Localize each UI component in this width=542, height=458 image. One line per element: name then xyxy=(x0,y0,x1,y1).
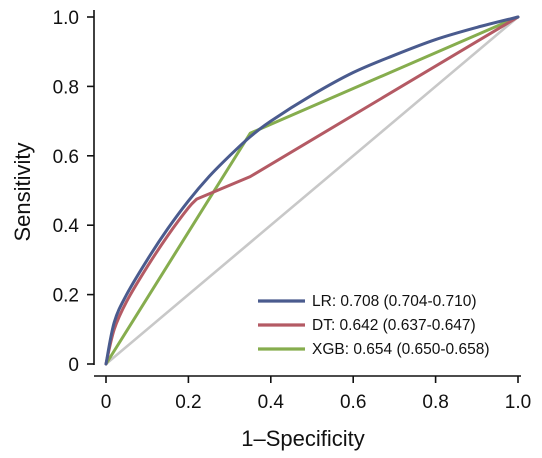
lr-roc-line xyxy=(104,15,520,366)
y-tick-label: 0.2 xyxy=(53,286,79,307)
legend: LR: 0.708 (0.704-0.710) DT: 0.642 (0.637-… xyxy=(258,293,490,358)
x-tick-label: 0.4 xyxy=(258,392,285,413)
x-axis-title: 1–Specificity xyxy=(241,426,365,451)
legend-label-xgb: XGB: 0.654 (0.650-0.658) xyxy=(312,341,490,358)
x-tick-label: 0.8 xyxy=(422,392,448,413)
x-tick-label: 0 xyxy=(101,392,112,413)
dt-roc-line xyxy=(104,15,520,366)
x-tick-label: 0.6 xyxy=(340,392,366,413)
y-tick-label: 0.6 xyxy=(53,147,79,168)
xgb-roc-line xyxy=(104,15,520,366)
x-tick-label: 1.0 xyxy=(505,392,531,413)
y-tick-label: 1.0 xyxy=(53,8,79,29)
y-tick-label: 0 xyxy=(68,355,79,376)
reference-diagonal-line xyxy=(105,16,519,365)
y-tick-label: 0.4 xyxy=(53,216,80,237)
plot-layer xyxy=(104,15,520,366)
tick-layer: 0 0.2 0.4 0.6 0.8 1.0 0 0.2 0.4 0.6 0.8 1.0 xyxy=(53,8,532,413)
y-tick-label: 0.8 xyxy=(53,77,79,98)
legend-label-dt: DT: 0.642 (0.637-0.647) xyxy=(312,317,476,334)
x-tick-label: 0.2 xyxy=(175,392,201,413)
y-axis-title: Sensitivity xyxy=(10,142,35,241)
legend-label-lr: LR: 0.708 (0.704-0.710) xyxy=(312,293,477,310)
